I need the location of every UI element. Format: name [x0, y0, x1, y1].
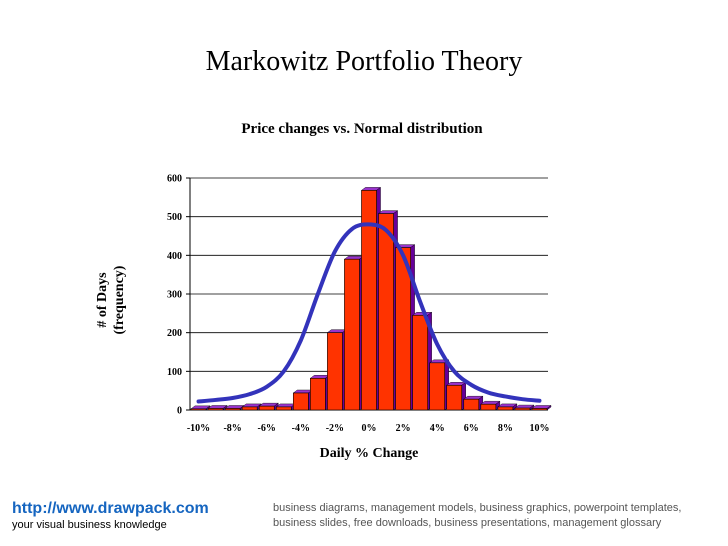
x-tick-label: -8% [223, 423, 241, 434]
footer-tagline: your visual business knowledge [12, 519, 167, 531]
bar [310, 377, 326, 411]
bar [190, 408, 207, 411]
bar [327, 332, 343, 411]
bar [292, 392, 309, 411]
x-tick-label: 0% [362, 423, 377, 434]
bar [480, 403, 497, 411]
bar [497, 406, 514, 411]
bar [207, 408, 224, 411]
y-tick-label: 400 [167, 251, 182, 262]
bar [241, 406, 258, 411]
bar [361, 190, 377, 411]
bar [224, 408, 241, 411]
x-tick-label: -2% [326, 423, 344, 434]
y-tick-label: 600 [167, 174, 182, 185]
x-tick-label: -10% [187, 423, 210, 434]
bar [531, 408, 548, 411]
bar [378, 213, 394, 411]
x-tick-label: 8% [498, 423, 513, 434]
bar [446, 384, 463, 411]
bar [463, 398, 480, 411]
histogram-chart: 0 100 200 300 400 500 600 -10% -8% -6% -4% -2% 0% 2% 4… [167, 174, 552, 435]
normal-curve-line [196, 222, 542, 404]
x-axis-label: Daily % Change [319, 446, 419, 461]
footer-description: business diagrams, management models, bu… [273, 502, 682, 529]
x-tick-label: 2% [396, 423, 411, 434]
x-tick-label: -6% [258, 423, 276, 434]
y-tick-label: 200 [167, 328, 182, 339]
x-tick-label: -4% [292, 423, 310, 434]
drawpack-link[interactable]: http://www.drawpack.com [12, 500, 209, 517]
normal-curve [196, 222, 542, 404]
bar [275, 406, 292, 411]
bar [344, 258, 360, 411]
x-tick-label: 10% [529, 423, 549, 434]
y-tick-label: 500 [167, 212, 182, 223]
chart-title: Price changes vs. Normal distribution [241, 121, 483, 137]
x-tick-label: 4% [430, 423, 445, 434]
bar [258, 405, 275, 411]
page-title: Markowitz Portfolio Theory [205, 46, 523, 77]
bar [514, 407, 531, 411]
y-tick-label: 100 [167, 367, 182, 378]
tick-labels: 0 100 200 300 400 500 600 -10% -8% -6% -4% -2% 0% 2% 4… [167, 174, 549, 435]
bar [395, 247, 411, 411]
bar [429, 362, 446, 411]
y-tick-label: 300 [167, 290, 182, 301]
bar [412, 314, 428, 411]
x-tick-label: 6% [464, 423, 479, 434]
bars [190, 186, 552, 411]
y-tick-label: 0 [177, 406, 182, 417]
